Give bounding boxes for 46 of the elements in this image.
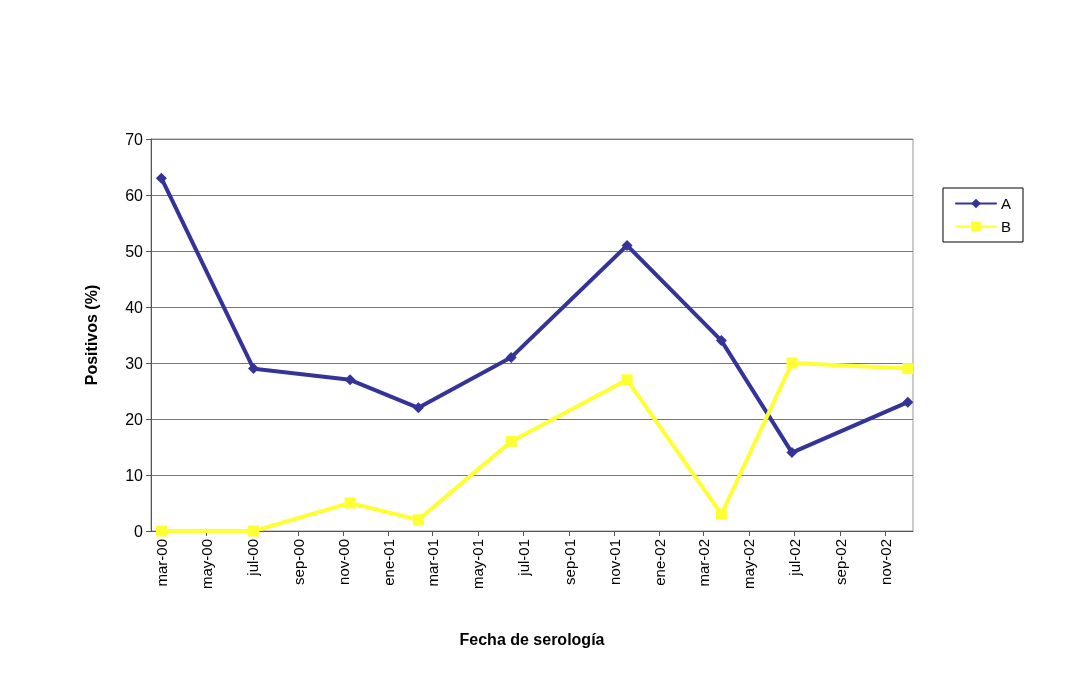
point: [247, 525, 259, 537]
legend-label: B: [1001, 218, 1012, 235]
point: [155, 172, 167, 184]
x-tick-label: ene-01: [380, 539, 398, 586]
point: [715, 508, 727, 520]
x-tick-label: sep-01: [560, 539, 578, 585]
y-tick-label: 70: [125, 130, 144, 148]
x-tick-label: nov-02: [877, 539, 895, 585]
y-tick-label: 20: [125, 410, 144, 428]
point: [247, 363, 259, 375]
point: [505, 351, 517, 363]
x-tick-label: mar-00: [152, 539, 170, 587]
y-axis-title: Positivos (%): [82, 284, 100, 386]
x-tick-label: jul-00: [243, 539, 261, 577]
x-tick-label: nov-00: [334, 539, 352, 585]
point: [344, 497, 356, 509]
y-tick-label: 40: [125, 298, 144, 316]
x-tick-label: may-00: [198, 539, 216, 590]
y-tick-label: 60: [125, 186, 144, 204]
point: [902, 363, 914, 375]
point: [786, 447, 798, 459]
point: [412, 514, 424, 526]
x-axis-title: Fecha de serología: [459, 630, 605, 648]
x-tick-label: ene-02: [651, 539, 669, 586]
point: [902, 396, 914, 408]
y-tick-label: 10: [125, 466, 144, 484]
x-tick-label: sep-00: [289, 539, 307, 585]
y-tick-label: 50: [125, 242, 144, 260]
point: [621, 374, 633, 386]
x-tick-label: jul-02: [785, 539, 803, 577]
legend-label: A: [1001, 195, 1012, 212]
x-tick-label: may-01: [469, 539, 487, 590]
point: [715, 335, 727, 347]
point: [155, 525, 167, 537]
point: [505, 435, 517, 447]
x-tick-label: sep-02: [831, 539, 849, 585]
x-tick-label: jul-01: [514, 539, 532, 577]
point: [412, 402, 424, 414]
point: [786, 357, 798, 369]
x-tick-label: may-02: [740, 539, 758, 590]
y-tick-label: 0: [134, 522, 144, 540]
y-tick-label: 30: [125, 354, 144, 372]
x-tick-label: mar-02: [695, 539, 713, 587]
x-tick-label: mar-01: [423, 539, 441, 587]
point: [621, 239, 633, 251]
x-tick-label: nov-01: [605, 539, 623, 585]
